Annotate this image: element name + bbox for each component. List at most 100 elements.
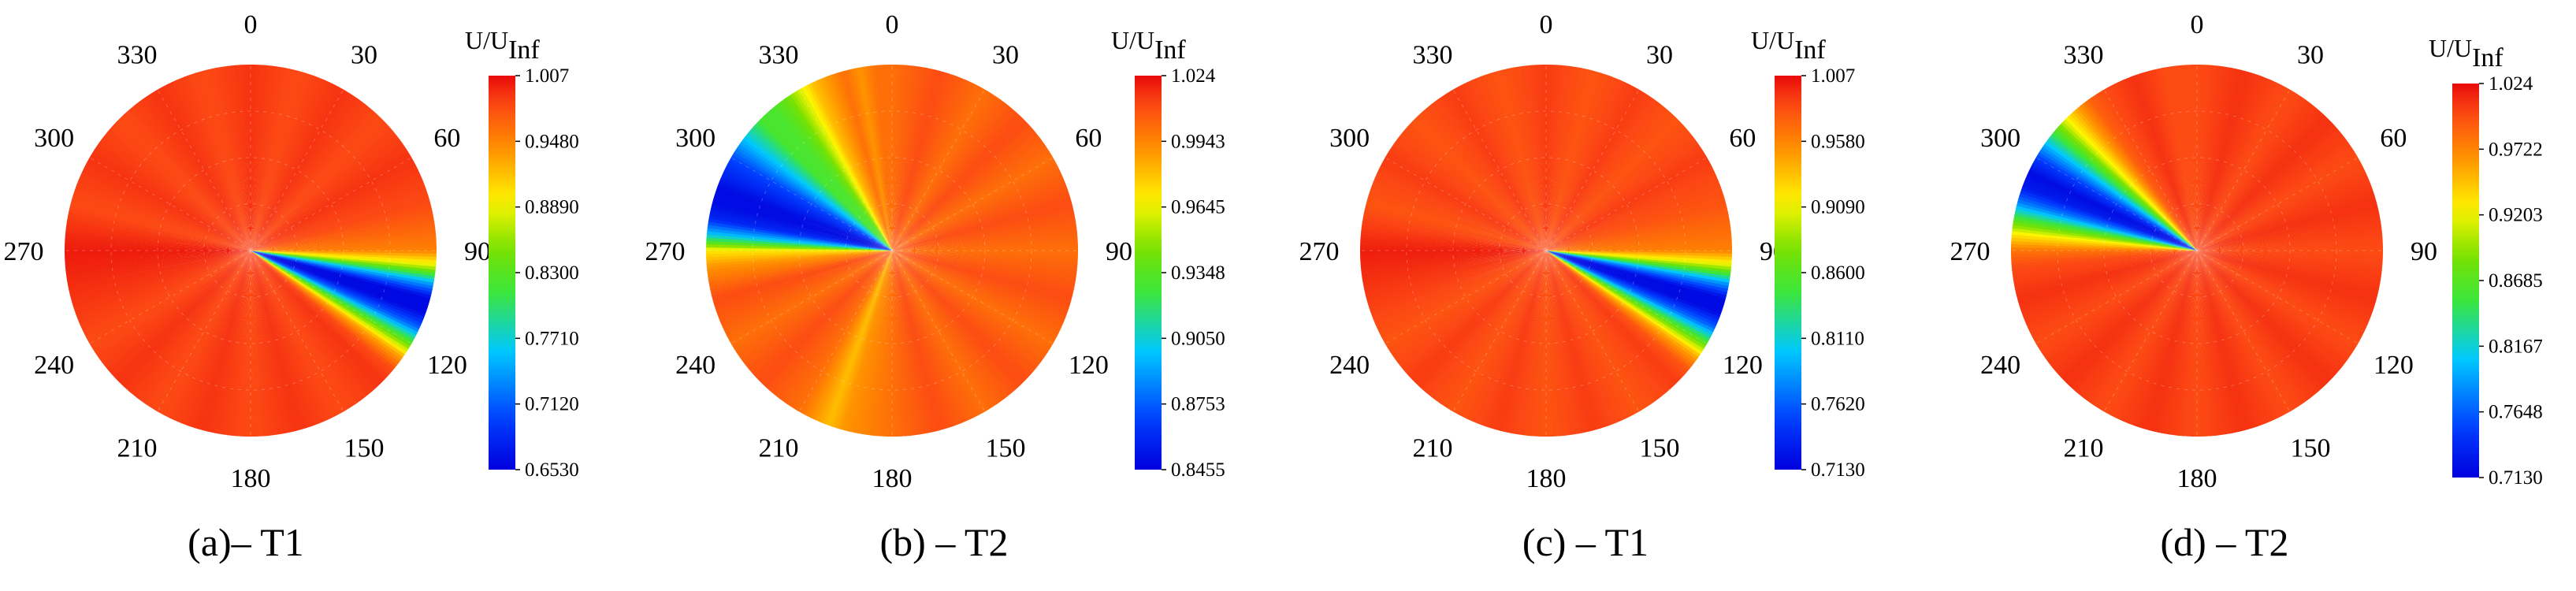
polar-sector: [1546, 251, 1693, 368]
polar-sector: [2101, 251, 2197, 412]
polar-sector: [2197, 251, 2333, 381]
polar-sector: [1546, 251, 1709, 344]
polar-sector: [251, 251, 428, 312]
polar-sector: [2028, 251, 2197, 333]
polar-sector: [1546, 251, 1553, 437]
polar-sector: [1546, 192, 1724, 251]
polar-sector: [1377, 251, 1546, 333]
polar-sector: [2023, 251, 2197, 321]
polar-sector: [2197, 83, 2282, 251]
polar-sector: [143, 251, 251, 405]
polar-sector: [1546, 76, 1616, 251]
polar-sector: [69, 251, 251, 296]
polar-sector: [2112, 83, 2197, 251]
polar-sector: [251, 251, 376, 392]
polar-sector: [760, 117, 892, 251]
polar-sector: [892, 251, 1039, 368]
polar-sector: [251, 224, 436, 251]
polar-sector: [723, 251, 892, 333]
polar-sector: [1447, 251, 1546, 411]
polar-sector: [2095, 251, 2197, 409]
polar-sector: [2197, 251, 2367, 329]
polar-sector: [251, 251, 290, 433]
polar-sector: [1546, 251, 1595, 432]
polar-sector: [2075, 108, 2197, 251]
polar-sector: [2170, 65, 2197, 251]
polar-sector: [1431, 251, 1546, 400]
polar-sector: [865, 65, 892, 251]
polar-sector: [1546, 251, 1640, 414]
polar-sector: [1546, 99, 1659, 251]
polar-sector: [251, 251, 321, 425]
polar-sector: [2197, 251, 2338, 376]
polar-sector: [2197, 184, 2372, 251]
colorbar-tick-label: 0.9722: [2489, 139, 2543, 160]
polar-sector: [892, 251, 925, 435]
polar-panel-0: 0 30 60 90 120 150 180 210 240 270 300 330 1.007 0.94…: [4, 10, 579, 564]
polar-sector: [157, 87, 251, 251]
polar-sector: [251, 251, 347, 412]
polar-sector: [892, 251, 915, 436]
polar-sector: [2106, 86, 2197, 251]
polar-sector: [1366, 251, 1546, 303]
polar-sector: [856, 67, 892, 251]
angle-label: 30: [992, 41, 1019, 70]
polar-sector: [251, 251, 421, 329]
polar-sector: [1401, 131, 1546, 251]
polar-sector: [251, 78, 324, 251]
polar-sector: [2197, 251, 2224, 436]
polar-sector: [892, 251, 919, 436]
polar-sector: [1546, 138, 1697, 251]
polar-sector: [2197, 87, 2291, 251]
polar-sector: [705, 250, 892, 255]
polar-sector: [2080, 251, 2197, 398]
polar-sector: [2197, 76, 2264, 251]
colorbar-title-subscript: Inf: [1154, 35, 1186, 65]
polar-sector: [247, 64, 251, 251]
polar-sector: [1437, 98, 1546, 251]
polar-sector: [2035, 251, 2197, 347]
polar-sector: [892, 251, 1026, 383]
polar-sector: [892, 195, 1071, 251]
polar-sector: [251, 141, 403, 251]
polar-sector: [885, 65, 892, 251]
polar-sector: [707, 251, 892, 273]
polar-sector: [1365, 251, 1546, 296]
polar-sector: [70, 251, 251, 303]
polar-sector: [2087, 98, 2197, 251]
polar-sector: [103, 133, 251, 251]
polar-sector: [2022, 251, 2197, 318]
polar-sector: [892, 251, 988, 412]
polar-sector: [1444, 92, 1546, 251]
polar-sector: [2197, 172, 2367, 251]
polar-sector: [1546, 251, 1579, 435]
polar-sector: [2197, 251, 2357, 350]
polar-sector: [251, 251, 264, 437]
polar-sector: [2197, 205, 2378, 251]
angle-label: 60: [1075, 124, 1102, 153]
polar-sector: [251, 251, 373, 393]
polar-sector: [837, 72, 892, 251]
polar-sector: [2197, 251, 2348, 363]
polar-sector: [251, 72, 309, 251]
polar-sector: [772, 106, 892, 251]
polar-sector: [767, 110, 892, 251]
polar-sector: [713, 251, 892, 306]
polar-sector: [1546, 251, 1637, 415]
polar-sector: [251, 208, 433, 251]
polar-sector: [91, 251, 251, 350]
polar-sector: [1516, 66, 1546, 251]
polar-sector: [1546, 251, 1573, 436]
polar-sector: [1424, 251, 1546, 393]
polar-sector: [2011, 251, 2197, 270]
polar-sector: [1546, 214, 1730, 251]
polar-sector: [892, 251, 1055, 344]
polar-sector: [1546, 237, 1732, 251]
polar-sector: [251, 251, 383, 385]
polar-sector: [250, 251, 255, 437]
polar-sector: [2031, 251, 2197, 338]
polar-sector: [2197, 157, 2360, 251]
polar-sector: [892, 208, 1074, 251]
polar-sector: [251, 247, 437, 251]
polar-sector: [1380, 163, 1546, 251]
